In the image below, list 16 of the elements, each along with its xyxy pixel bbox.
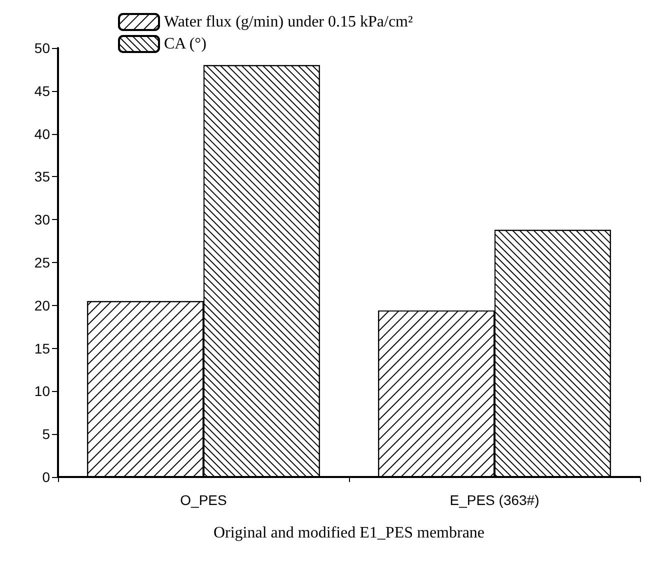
y-tick-label: 20	[34, 297, 50, 314]
y-tick-label: 35	[34, 168, 50, 185]
legend-label: Water flux (g/min) under 0.15 kPa/cm²	[164, 14, 413, 30]
y-tick-label: 50	[34, 40, 50, 56]
y-tick-label: 45	[34, 82, 50, 99]
y-tick-label: 15	[34, 340, 50, 356]
y-tick-label: 25	[34, 254, 50, 270]
legend-label: CA (°)	[164, 36, 206, 52]
y-tick-label: 40	[34, 126, 50, 142]
x-axis-title: Original and modified E1_PES membrane	[213, 524, 485, 542]
y-tick-label: 5	[42, 426, 50, 442]
y-tick-label: 0	[42, 469, 50, 485]
y-tick-label: 30	[34, 212, 50, 228]
x-tick-label: O_PES	[180, 492, 227, 508]
x-tick-label: E_PES (363#)	[450, 492, 540, 508]
y-tick-label: 10	[34, 383, 50, 400]
